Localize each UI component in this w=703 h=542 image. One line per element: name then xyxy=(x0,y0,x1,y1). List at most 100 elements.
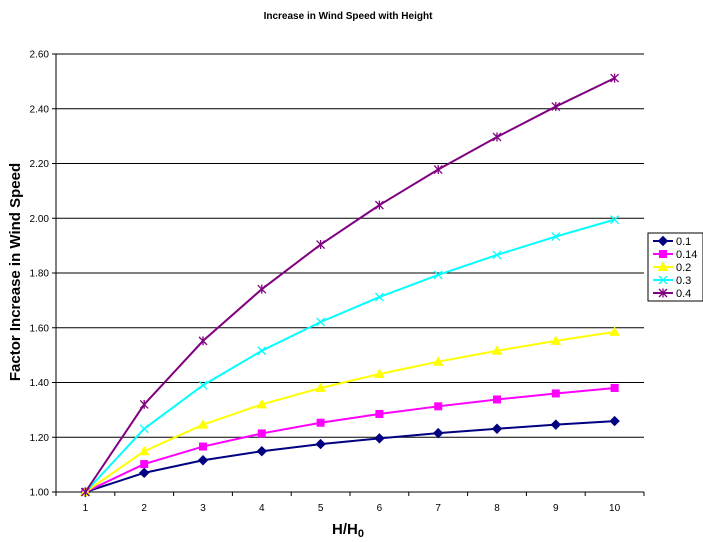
x-tick-label: 2 xyxy=(141,503,147,514)
data-point-x xyxy=(492,250,502,260)
data-point-star xyxy=(492,132,502,142)
x-axis-label-subscript: 0 xyxy=(358,528,364,540)
data-point-star xyxy=(198,336,208,346)
data-point-diamond xyxy=(256,446,268,457)
data-point-triangle xyxy=(609,326,620,336)
series-0.1 xyxy=(80,415,620,498)
y-tick-label: 2.20 xyxy=(30,159,50,170)
data-point-triangle xyxy=(138,445,150,456)
data-point-triangle xyxy=(197,419,209,429)
y-tick-label: 2.60 xyxy=(30,50,50,61)
series-group xyxy=(80,73,620,498)
x-tick-label: 1 xyxy=(83,503,89,514)
x-tick-label: 7 xyxy=(435,503,441,514)
data-point-star xyxy=(316,240,326,250)
data-point-diamond xyxy=(315,438,326,450)
data-point-star xyxy=(610,73,620,83)
data-point-triangle xyxy=(550,335,562,345)
legend-label: 0.4 xyxy=(676,288,691,300)
data-point-x xyxy=(139,424,149,434)
data-point-diamond xyxy=(609,415,620,427)
data-point-star xyxy=(139,399,149,409)
data-point-star xyxy=(374,200,384,210)
legend-label: 0.2 xyxy=(676,262,691,274)
y-axis-label: Factor Increase in Wind Speed xyxy=(7,163,24,381)
data-point-x xyxy=(658,275,668,285)
data-point-star xyxy=(257,284,267,294)
y-tick-label: 1.20 xyxy=(30,433,50,444)
y-tick-label: 2.00 xyxy=(30,214,50,225)
data-point-star xyxy=(658,288,668,298)
data-point-triangle xyxy=(256,398,268,409)
y-tick-label: 1.80 xyxy=(30,269,50,280)
chart-title: Increase in Wind Speed with Height xyxy=(264,11,433,22)
data-point-diamond xyxy=(197,455,209,466)
data-point-x xyxy=(257,346,267,356)
series-line xyxy=(85,420,615,493)
axes xyxy=(52,53,645,496)
data-point-x xyxy=(316,317,326,327)
x-tick-label: 4 xyxy=(259,503,265,514)
series-0.14 xyxy=(81,383,619,496)
series-line xyxy=(84,386,615,493)
data-point-x xyxy=(551,232,561,242)
gridlines xyxy=(56,53,644,438)
data-point-diamond xyxy=(491,423,503,434)
series-0.3 xyxy=(80,215,620,497)
series-0.2 xyxy=(80,326,620,496)
legend-label: 0.1 xyxy=(676,236,691,248)
data-point-triangle xyxy=(491,345,503,355)
x-tick-label: 6 xyxy=(377,503,383,514)
data-point-square xyxy=(659,250,667,258)
legend-label: 0.3 xyxy=(676,275,691,287)
data-point-diamond xyxy=(657,235,669,247)
series-line xyxy=(84,218,615,493)
data-point-square xyxy=(316,418,325,427)
data-point-star xyxy=(551,102,561,112)
data-point-star xyxy=(80,487,90,497)
y-tick-label: 1.00 xyxy=(30,488,50,499)
x-tick-label: 5 xyxy=(318,503,324,514)
y-tick-labels: 1.00 1.20 1.40 1.60 1.80 2.00 2.20 2.40 2.60 xyxy=(30,50,50,499)
data-point-square xyxy=(551,389,560,398)
y-tick-label: 1.40 xyxy=(30,378,50,389)
data-point-triangle xyxy=(374,368,385,379)
legend-item: 0.3 xyxy=(653,275,691,287)
data-point-star xyxy=(433,165,443,175)
series-0.4 xyxy=(80,73,620,497)
data-point-square xyxy=(375,409,384,418)
x-tick-labels: 1 2 3 4 5 6 7 8 9 10 xyxy=(83,503,621,514)
legend-item: 0.14 xyxy=(653,249,697,261)
data-point-square xyxy=(257,429,266,438)
legend-item: 0.4 xyxy=(653,288,691,300)
data-point-diamond xyxy=(374,433,385,444)
x-tick-label: 3 xyxy=(200,503,206,514)
data-point-x xyxy=(374,292,384,302)
y-tick-label: 1.60 xyxy=(30,323,50,334)
legend: 0.10.140.20.30.4 xyxy=(647,232,703,302)
data-point-x xyxy=(433,270,443,280)
data-point-x xyxy=(610,215,620,225)
data-point-x xyxy=(198,380,208,390)
data-point-square xyxy=(434,402,443,411)
legend-label: 0.14 xyxy=(676,249,697,261)
data-point-square xyxy=(610,383,619,392)
series-line xyxy=(84,330,615,493)
x-axis-label: H/H0 xyxy=(332,521,364,540)
x-axis-label-main: H/H xyxy=(332,521,358,538)
legend-item: 0.1 xyxy=(653,235,691,248)
data-point-triangle xyxy=(315,382,326,392)
data-point-square xyxy=(199,442,207,451)
data-point-square xyxy=(140,460,149,469)
x-tick-label: 8 xyxy=(494,503,500,514)
data-point-square xyxy=(493,395,501,404)
data-point-triangle xyxy=(432,356,444,366)
y-tick-label: 2.40 xyxy=(30,104,50,115)
series-line xyxy=(84,77,616,493)
x-tick-label: 10 xyxy=(609,503,621,514)
data-point-triangle xyxy=(657,261,669,271)
legend-item: 0.2 xyxy=(653,261,691,274)
x-tick-label: 9 xyxy=(553,503,559,514)
data-point-diamond xyxy=(138,467,150,479)
